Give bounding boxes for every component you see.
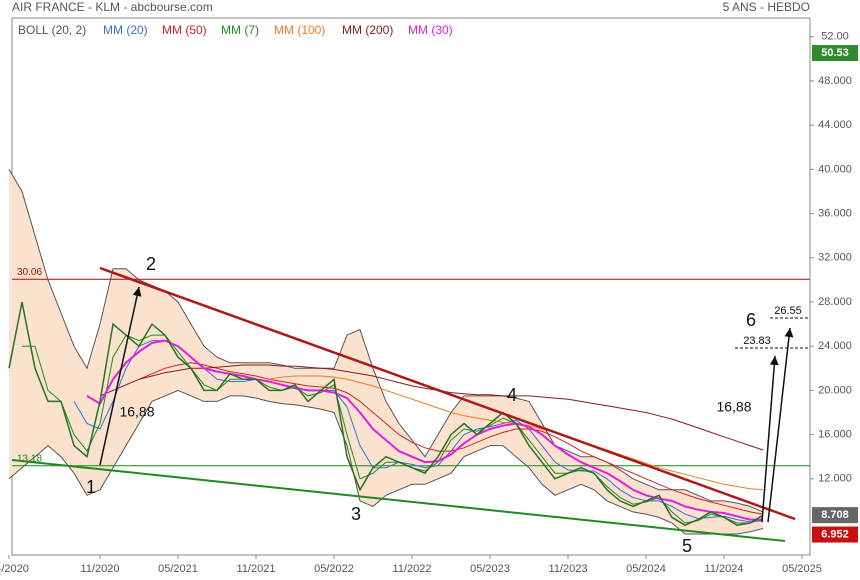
annotation: 4 [507,385,517,405]
chart-title: AIR FRANCE - KLM - abcbourse.com [12,0,213,14]
x-tick-label: 11/2024 [705,563,744,575]
support-trendline [11,459,786,542]
price-line [8,301,764,527]
y-tick-label: 12.000 [818,473,852,485]
ma-line [99,364,764,451]
bollinger-upper [8,169,764,513]
price-tag-label: 50.53 [821,47,849,59]
x-tick-label: 11/2023 [549,563,588,575]
ma-line [86,339,763,521]
annotation: 2 [146,254,156,274]
annotation: 16,88 [119,404,154,420]
overlay-layer: BOLL (20, 2) MM (20) MM (50) MM (7) MM (100)… [18,23,858,556]
x-tick-label: 11/2021 [237,563,276,575]
y-tick-label: 28.000 [818,296,852,308]
price-tag [812,526,858,543]
annotation: 3 [351,504,361,524]
arrow [767,327,794,523]
legend-entry: MM (200) [342,23,393,37]
y-tick-label: 24.000 [818,340,852,352]
price-tag-label: 8.708 [821,509,849,521]
y-tick-label: 52.00 [821,31,849,43]
y-tick-label: 44.000 [818,119,852,131]
level-label: 30.06 [17,267,42,278]
x-tick-label: 11/2022 [393,563,432,575]
x-tick-label: 05/2024 [626,563,666,575]
annotation: 5 [682,536,692,556]
legend-entry: MM (100) [274,23,325,37]
lines-layer: 30.06 13.18 [8,267,810,527]
arrow [99,286,142,466]
y-tick-label: 40.000 [818,163,852,175]
resistance-trendline [99,266,796,521]
price-tag [812,507,858,524]
target-label: 23.83 [743,335,771,347]
band-layer [8,169,764,535]
x-tick-label: 05/2023 [470,563,510,575]
legend-entry: MM (20) [103,23,148,37]
annotation: 6 [746,310,756,330]
level-label: 13.18 [17,453,42,464]
price-tag [812,45,858,62]
x-tick-label: 04/2020 [0,563,29,575]
arrow [761,355,779,523]
x-tick-label: 05/2021 [158,563,198,575]
annotation: 16,88 [716,399,751,415]
legend-entry: MM (7) [221,23,259,37]
x-tick-label: 05/2025 [782,563,822,575]
x-tick-label: 11/2020 [81,563,120,575]
bollinger-lower [8,389,764,535]
x-tick-label: 05/2022 [314,563,354,575]
y-tick-label: 16.000 [818,428,852,440]
y-tick-label: 20.000 [818,384,852,396]
ma-line [138,362,764,515]
y-tick-label: 36.000 [818,207,852,219]
target-label: 26.55 [774,305,802,317]
bollinger-fill [9,169,763,535]
chart-subtitle: 5 ANS - HEBDO [723,0,810,14]
price-tag-label: 6.952 [821,528,849,540]
y-tick-label: 32.000 [818,252,852,264]
y-tick-label: 48.000 [818,75,852,87]
legend-entry: MM (30) [408,23,453,37]
legend-entry: BOLL (20, 2) [18,23,86,37]
legend-entry: MM (50) [162,23,207,37]
annotation: 1 [86,477,96,497]
